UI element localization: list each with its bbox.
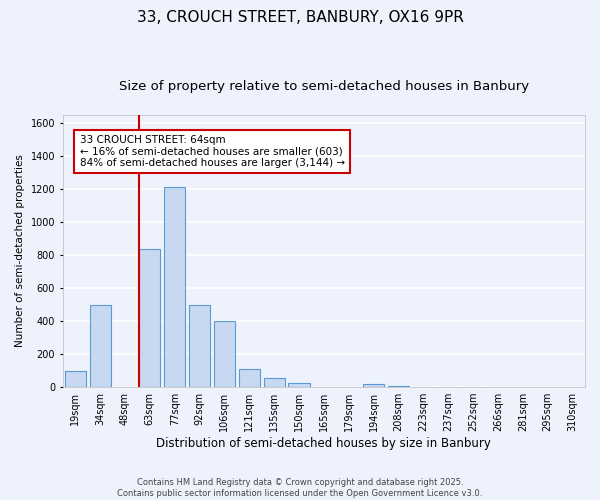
Text: 33 CROUCH STREET: 64sqm
← 16% of semi-detached houses are smaller (603)
84% of s: 33 CROUCH STREET: 64sqm ← 16% of semi-de… [80,135,345,168]
Bar [239,369,260,387]
Bar [263,378,285,387]
Y-axis label: Number of semi-detached properties: Number of semi-detached properties [15,154,25,348]
Bar [89,306,110,387]
Bar [139,250,160,387]
X-axis label: Distribution of semi-detached houses by size in Banbury: Distribution of semi-detached houses by … [157,437,491,450]
Bar [388,386,409,387]
Bar [214,321,235,387]
Text: Contains HM Land Registry data © Crown copyright and database right 2025.
Contai: Contains HM Land Registry data © Crown c… [118,478,482,498]
Bar [363,384,384,387]
Bar [189,306,210,387]
Bar [65,370,86,387]
Title: Size of property relative to semi-detached houses in Banbury: Size of property relative to semi-detach… [119,80,529,93]
Bar [164,186,185,387]
Bar [289,383,310,387]
Text: 33, CROUCH STREET, BANBURY, OX16 9PR: 33, CROUCH STREET, BANBURY, OX16 9PR [137,10,463,25]
